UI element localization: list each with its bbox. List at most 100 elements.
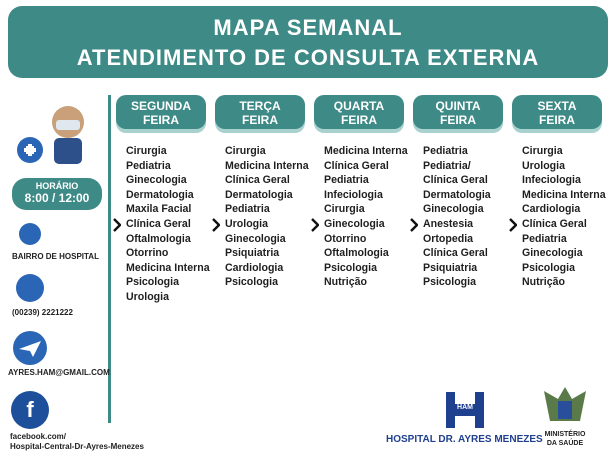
specialty: Pediatria xyxy=(126,159,171,172)
arrow xyxy=(311,218,319,232)
specialty: Psicologia xyxy=(324,261,377,274)
specialty: Dermatologia xyxy=(225,188,293,201)
title-line: MAPA SEMANAL xyxy=(213,15,403,40)
specialty: Otorrino xyxy=(126,247,169,260)
doctor-mask xyxy=(56,120,80,130)
header: MAPA SEMANAL ATENDIMENTO DE CONSULTA EXT… xyxy=(8,6,608,78)
specialty: Clínica Geral xyxy=(225,174,290,187)
specialty: Medicina Interna xyxy=(522,188,606,201)
hours: 8:00 / 12:00 xyxy=(24,191,90,205)
specialty: Nutrição xyxy=(522,276,565,289)
logo-bar xyxy=(475,392,484,428)
day-name: FEIRA xyxy=(341,113,377,127)
logo-bar xyxy=(455,404,475,416)
specialty: Infeciologia xyxy=(324,188,383,201)
arrow-path xyxy=(113,218,121,232)
arrow-path xyxy=(311,218,319,232)
phone: (00239) 2221222 xyxy=(12,308,73,317)
specialty: Cirurgia xyxy=(126,145,167,157)
specialty: Clínica Geral xyxy=(423,174,488,187)
specialty: Cardiologia xyxy=(522,203,581,216)
hours-label: HORÁRIO xyxy=(35,181,79,191)
specialty: Pediatria/ xyxy=(423,159,471,172)
specialty: Ginecologia xyxy=(522,247,583,260)
day-name: FEIRA xyxy=(143,113,179,127)
specialty: Pediatria xyxy=(423,145,468,157)
facebook-line: Hospital-Central-Dr-Ayres-Menezes xyxy=(10,442,144,451)
day-name: FEIRA xyxy=(242,113,278,127)
day-name: FEIRA xyxy=(539,113,575,127)
fb-letter: f xyxy=(26,397,34,422)
hours-box: HORÁRIO 8:00 / 12:00 xyxy=(12,178,102,210)
specialty: Cirurgia xyxy=(324,203,365,216)
specialty: Dermatologia xyxy=(423,188,491,201)
specialty: Psicologia xyxy=(423,276,476,289)
specialty: Cardiologia xyxy=(225,261,284,274)
day-tab: QUARTA FEIRA xyxy=(314,95,404,129)
location-icon xyxy=(19,223,41,245)
specialty: Psicologia xyxy=(126,276,179,289)
specialty: Psicologia xyxy=(225,276,278,289)
day-name: QUINTA xyxy=(435,99,481,113)
phone-icon xyxy=(16,274,44,302)
title-line: ATENDIMENTO DE CONSULTA EXTERNA xyxy=(76,45,540,70)
sidebar-icons: f xyxy=(11,106,84,429)
specialty: Psiquiatria xyxy=(423,261,478,274)
arrow xyxy=(509,218,517,232)
specialty: Oftalmologia xyxy=(324,247,389,260)
day-name: SEXTA xyxy=(537,99,577,113)
email: AYRES.HAM@GMAIL.COM xyxy=(8,368,110,377)
specialty: Ginecologia xyxy=(423,203,484,216)
hospital-name: HOSPITAL DR. AYRES MENEZES xyxy=(386,434,543,445)
arrow-path xyxy=(509,218,517,232)
specialty: Maxila Facial xyxy=(126,203,192,216)
specialty: Oftalmologia xyxy=(126,232,191,245)
specialty: Ginecologia xyxy=(126,174,187,187)
doctor-body xyxy=(54,138,82,164)
specialty: Cirurgia xyxy=(225,145,266,157)
ham-logo xyxy=(446,392,484,428)
specialty: Nutrição xyxy=(324,276,367,289)
cross xyxy=(24,144,36,156)
day-tab: SEXTA FEIRA xyxy=(512,95,602,129)
ministry: MINISTÉRIO DA SAÚDE xyxy=(535,430,595,448)
day-tab: SEGUNDA FEIRA xyxy=(116,95,206,129)
specialty: Pediatria xyxy=(225,203,270,216)
specialty: Urologia xyxy=(126,291,169,303)
specialty: Cirurgia xyxy=(522,145,563,157)
specialty: Medicina Interna xyxy=(225,159,309,172)
day-name: QUARTA xyxy=(333,99,385,113)
specialty: Ginecologia xyxy=(324,218,385,230)
specialty: Psicologia xyxy=(522,261,575,274)
specialty: Medicina Interna xyxy=(126,261,210,274)
specialty: Psiquiatria xyxy=(225,247,280,260)
ministry-line: DA SAÚDE xyxy=(546,440,584,447)
day-tab: QUINTA FEIRA xyxy=(413,95,503,129)
day-name: TERÇA xyxy=(239,99,281,113)
address: BAIRRO DE HOSPITAL xyxy=(12,252,99,261)
specialty: Clínica Geral xyxy=(324,159,389,172)
day-tab: TERÇA FEIRA xyxy=(215,95,305,129)
specialty: Infeciologia xyxy=(522,174,581,187)
plane xyxy=(19,341,41,357)
arrow xyxy=(410,218,418,232)
logo-text: HAM xyxy=(457,404,473,411)
specialty: Ginecologia xyxy=(225,232,286,245)
ministry-line: MINISTÉRIO xyxy=(544,431,586,438)
facebook-line: facebook.com/ xyxy=(10,432,67,441)
day-name: SEGUNDA xyxy=(130,99,191,113)
shield xyxy=(558,401,572,419)
specialty: Pediatria xyxy=(324,174,369,187)
specialty: Ortopedia xyxy=(423,232,474,245)
specialty: Clínica Geral xyxy=(126,218,191,230)
arrow-path xyxy=(410,218,418,232)
specialty: Otorrino xyxy=(324,232,367,245)
logo-bar xyxy=(446,392,455,428)
arrow-path xyxy=(212,218,220,232)
specialty: Medicina Interna xyxy=(324,145,408,157)
arrow xyxy=(113,218,121,232)
specialty: Dermatologia xyxy=(126,188,194,201)
coat-of-arms xyxy=(544,387,586,421)
specialty: Pediatria xyxy=(522,232,567,245)
